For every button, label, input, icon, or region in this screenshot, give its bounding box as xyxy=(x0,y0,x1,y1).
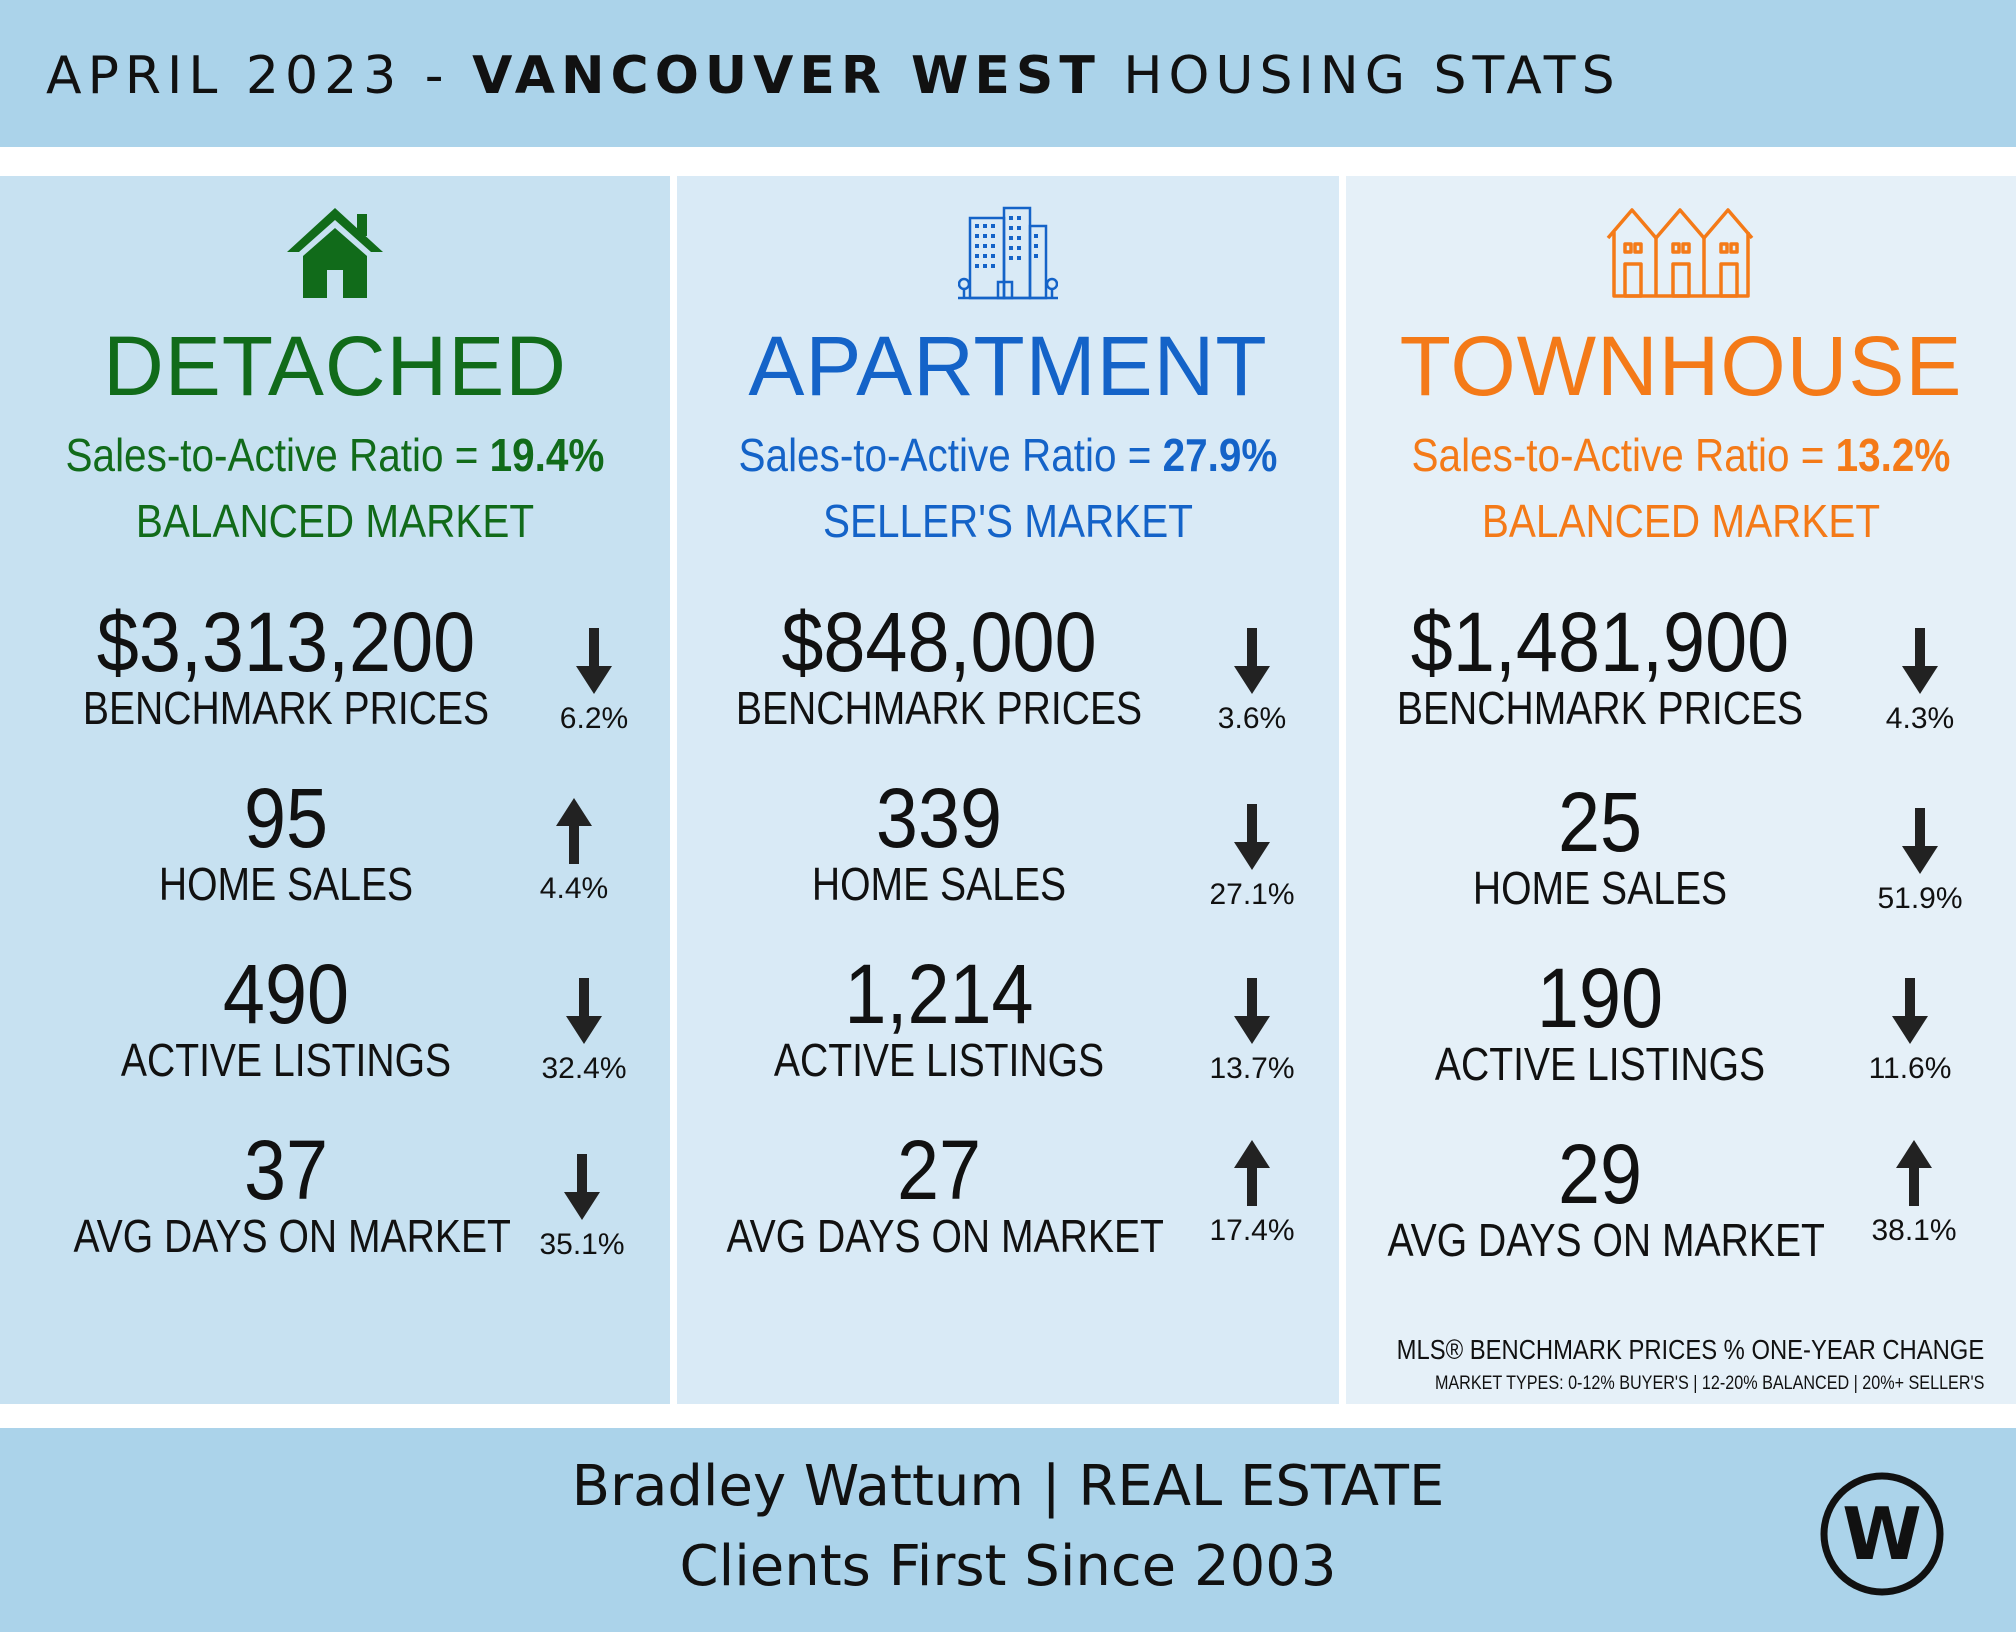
stat-label: BENCHMARK PRICES xyxy=(1396,682,1804,734)
stat-home-sales: 339 HOME SALES xyxy=(689,776,1189,908)
stat-active-listings: 490 ACTIVE LISTINGS xyxy=(36,952,536,1084)
stat-value: 25 xyxy=(1557,775,1643,869)
column-townhouse: TOWNHOUSE Sales-to-Active Ratio = 13.2% … xyxy=(1346,176,2016,1404)
svg-text:W: W xyxy=(1842,1492,1921,1576)
stat-label: HOME SALES xyxy=(1472,862,1728,914)
stat-change: 4.4% xyxy=(504,796,644,906)
stat-avg-days-on-market: 29 AVG DAYS ON MARKET xyxy=(1350,1132,1850,1264)
column-detached: DETACHED Sales-to-Active Ratio = 19.4% B… xyxy=(0,176,670,1404)
stat-label: HOME SALES xyxy=(811,858,1067,910)
stat-benchmark-price: $1,481,900 BENCHMARK PRICES xyxy=(1350,600,1850,732)
stat-label: BENCHMARK PRICES xyxy=(82,682,490,734)
arrow-down-icon xyxy=(566,978,602,1044)
stat-change: 51.9% xyxy=(1850,806,1990,916)
arrow-down-icon xyxy=(1234,804,1270,870)
arrow-down-icon xyxy=(1892,978,1928,1044)
stat-value: 37 xyxy=(243,1123,329,1217)
stat-label: HOME SALES xyxy=(158,858,414,910)
stat-active-listings: 1,214 ACTIVE LISTINGS xyxy=(689,952,1189,1084)
property-type-title: DETACHED xyxy=(103,319,567,413)
arrow-down-icon xyxy=(564,1154,600,1220)
column-divider xyxy=(670,176,677,1404)
arrow-up-icon xyxy=(1896,1140,1932,1206)
stat-benchmark-price: $848,000 BENCHMARK PRICES xyxy=(689,600,1189,732)
stat-change: 11.6% xyxy=(1840,976,1980,1086)
market-type: SELLER'S MARKET xyxy=(823,495,1193,547)
sales-to-active-ratio: Sales-to-Active Ratio = 19.4% xyxy=(65,429,605,481)
market-types-note: MARKET TYPES: 0-12% BUYER'S | 12-20% BAL… xyxy=(1434,1373,1984,1394)
stat-label: AVG DAYS ON MARKET xyxy=(73,1210,511,1262)
stat-value: $848,000 xyxy=(781,595,1097,689)
stat-avg-days-on-market: 27 AVG DAYS ON MARKET xyxy=(689,1128,1189,1260)
arrow-up-icon xyxy=(1234,1140,1270,1206)
stat-label: BENCHMARK PRICES xyxy=(735,682,1143,734)
stat-change: 38.1% xyxy=(1844,1138,1984,1248)
stat-change: 35.1% xyxy=(512,1152,652,1262)
arrow-down-icon xyxy=(576,628,612,694)
stat-change: 4.3% xyxy=(1850,626,1990,736)
stat-value: 29 xyxy=(1557,1127,1643,1221)
stat-label: ACTIVE LISTINGS xyxy=(120,1034,452,1086)
stat-change: 13.7% xyxy=(1182,976,1322,1086)
arrow-down-icon xyxy=(1902,808,1938,874)
footer-banner: Bradley Wattum | REAL ESTATE Clients Fir… xyxy=(0,1428,2016,1632)
arrow-down-icon xyxy=(1234,628,1270,694)
page-title: APRIL 2023 - VANCOUVER WEST HOUSING STAT… xyxy=(46,46,1621,106)
stat-change: 27.1% xyxy=(1182,802,1322,912)
stat-change: 32.4% xyxy=(514,976,654,1086)
stat-label: ACTIVE LISTINGS xyxy=(1434,1038,1766,1090)
stat-benchmark-price: $3,313,200 BENCHMARK PRICES xyxy=(36,600,536,732)
brand-tagline: Clients First Since 2003 xyxy=(679,1534,1337,1599)
stat-value: 27 xyxy=(896,1123,982,1217)
arrow-up-icon xyxy=(556,798,592,864)
column-apartment: APARTMENT Sales-to-Active Ratio = 27.9% … xyxy=(677,176,1339,1404)
stat-value: 95 xyxy=(243,771,329,865)
brand-logo: W xyxy=(1820,1472,1944,1596)
stat-value: 190 xyxy=(1536,951,1664,1045)
market-type: BALANCED MARKET xyxy=(135,495,535,547)
sales-to-active-ratio: Sales-to-Active Ratio = 27.9% xyxy=(738,429,1278,481)
benchmark-note: MLS® BENCHMARK PRICES % ONE-YEAR CHANGE xyxy=(1396,1334,1984,1365)
column-divider xyxy=(1339,176,1346,1404)
brand-name: Bradley Wattum | REAL ESTATE xyxy=(571,1454,1445,1519)
stat-label: AVG DAYS ON MARKET xyxy=(1387,1214,1825,1266)
stat-home-sales: 25 HOME SALES xyxy=(1350,780,1850,912)
stat-value: 490 xyxy=(222,947,350,1041)
stat-change: 17.4% xyxy=(1182,1138,1322,1248)
apartment-building-icon xyxy=(677,204,1339,314)
header-banner: APRIL 2023 - VANCOUVER WEST HOUSING STAT… xyxy=(0,0,2016,147)
stat-change: 3.6% xyxy=(1182,626,1322,736)
arrow-down-icon xyxy=(1902,628,1938,694)
stat-label: ACTIVE LISTINGS xyxy=(773,1034,1105,1086)
stat-label: AVG DAYS ON MARKET xyxy=(726,1210,1164,1262)
stat-avg-days-on-market: 37 AVG DAYS ON MARKET xyxy=(36,1128,536,1260)
stat-value: 1,214 xyxy=(844,947,1034,1041)
stat-home-sales: 95 HOME SALES xyxy=(36,776,536,908)
sales-to-active-ratio: Sales-to-Active Ratio = 13.2% xyxy=(1411,429,1951,481)
house-icon xyxy=(0,204,670,314)
market-type: BALANCED MARKET xyxy=(1481,495,1881,547)
property-type-title: TOWNHOUSE xyxy=(1399,319,1963,413)
townhouse-icon xyxy=(1346,204,2016,314)
arrow-down-icon xyxy=(1234,978,1270,1044)
stat-active-listings: 190 ACTIVE LISTINGS xyxy=(1350,956,1850,1088)
stat-value: 339 xyxy=(875,771,1003,865)
property-type-title: APARTMENT xyxy=(748,319,1268,413)
stat-value: $1,481,900 xyxy=(1410,595,1790,689)
stat-value: $3,313,200 xyxy=(96,595,476,689)
stat-change: 6.2% xyxy=(524,626,664,736)
